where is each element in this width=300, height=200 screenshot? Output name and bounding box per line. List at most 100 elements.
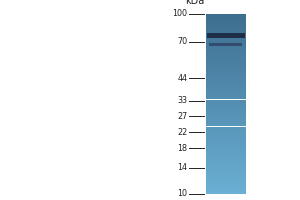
- Bar: [206, 108, 246, 109]
- Bar: [206, 157, 246, 158]
- Bar: [206, 90, 246, 91]
- Bar: [206, 146, 246, 147]
- Bar: [208, 43, 242, 46]
- Bar: [206, 112, 246, 113]
- Text: 70: 70: [177, 37, 188, 46]
- Bar: [206, 182, 246, 183]
- Text: 22: 22: [177, 128, 188, 137]
- Bar: [206, 150, 246, 151]
- Bar: [206, 180, 246, 181]
- Bar: [206, 155, 246, 156]
- Bar: [206, 135, 246, 136]
- Bar: [206, 25, 246, 26]
- Bar: [206, 181, 246, 182]
- Bar: [206, 22, 246, 23]
- Bar: [206, 38, 246, 39]
- Bar: [206, 171, 246, 172]
- Bar: [206, 169, 246, 170]
- Bar: [206, 20, 246, 21]
- Bar: [206, 55, 246, 56]
- Bar: [206, 59, 246, 60]
- Bar: [206, 133, 246, 134]
- Bar: [206, 99, 246, 100]
- Bar: [206, 107, 246, 108]
- Bar: [206, 191, 246, 192]
- Bar: [206, 104, 246, 105]
- Text: 27: 27: [177, 112, 188, 121]
- Bar: [206, 68, 246, 69]
- Bar: [206, 101, 246, 102]
- Bar: [206, 109, 246, 110]
- Bar: [206, 81, 246, 82]
- Bar: [206, 189, 246, 190]
- Text: 33: 33: [178, 96, 188, 105]
- Bar: [206, 119, 246, 120]
- Bar: [206, 117, 246, 118]
- Bar: [206, 164, 246, 165]
- Bar: [206, 86, 246, 87]
- Bar: [206, 131, 246, 132]
- Bar: [206, 53, 246, 54]
- Text: 18: 18: [178, 144, 188, 153]
- Bar: [206, 14, 246, 15]
- Bar: [206, 28, 246, 29]
- Bar: [206, 100, 246, 101]
- Bar: [206, 74, 246, 75]
- Bar: [206, 75, 246, 76]
- Bar: [206, 98, 246, 99]
- Bar: [206, 63, 246, 64]
- Bar: [206, 51, 246, 52]
- Bar: [206, 123, 246, 124]
- Bar: [206, 160, 246, 161]
- Bar: [206, 97, 246, 98]
- Bar: [206, 141, 246, 142]
- Bar: [206, 158, 246, 159]
- Bar: [206, 148, 246, 149]
- Bar: [206, 113, 246, 114]
- Bar: [206, 149, 246, 150]
- Bar: [206, 77, 246, 78]
- Bar: [206, 94, 246, 95]
- Bar: [206, 143, 246, 144]
- Bar: [206, 89, 246, 90]
- Bar: [206, 17, 246, 18]
- Bar: [206, 18, 246, 19]
- Bar: [206, 193, 246, 194]
- Bar: [206, 66, 246, 67]
- Bar: [206, 162, 246, 163]
- Bar: [206, 134, 246, 135]
- Bar: [206, 172, 246, 173]
- Bar: [206, 102, 246, 103]
- Bar: [206, 140, 246, 141]
- Text: 100: 100: [172, 9, 188, 19]
- Bar: [206, 42, 246, 43]
- Bar: [206, 151, 246, 152]
- Bar: [206, 147, 246, 148]
- Bar: [206, 41, 246, 42]
- Bar: [206, 144, 246, 145]
- Bar: [206, 114, 246, 115]
- Bar: [206, 60, 246, 61]
- Text: 14: 14: [178, 163, 188, 172]
- Bar: [206, 153, 246, 154]
- Bar: [206, 44, 246, 45]
- Bar: [206, 48, 246, 49]
- Bar: [206, 175, 246, 176]
- Bar: [206, 50, 246, 51]
- Bar: [206, 27, 246, 28]
- Bar: [206, 115, 246, 116]
- Bar: [206, 185, 246, 186]
- Bar: [206, 120, 246, 121]
- Bar: [206, 62, 246, 63]
- Bar: [206, 29, 246, 30]
- Bar: [206, 188, 246, 189]
- Bar: [206, 166, 246, 167]
- Bar: [206, 129, 246, 130]
- Bar: [206, 32, 246, 33]
- Bar: [206, 186, 246, 187]
- Bar: [206, 183, 246, 184]
- Bar: [206, 35, 246, 36]
- Bar: [206, 78, 246, 79]
- Bar: [206, 71, 246, 72]
- Bar: [206, 128, 246, 129]
